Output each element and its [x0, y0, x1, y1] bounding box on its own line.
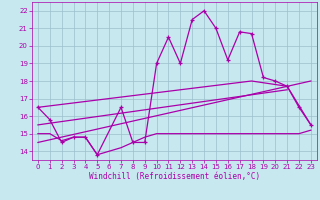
X-axis label: Windchill (Refroidissement éolien,°C): Windchill (Refroidissement éolien,°C): [89, 172, 260, 181]
